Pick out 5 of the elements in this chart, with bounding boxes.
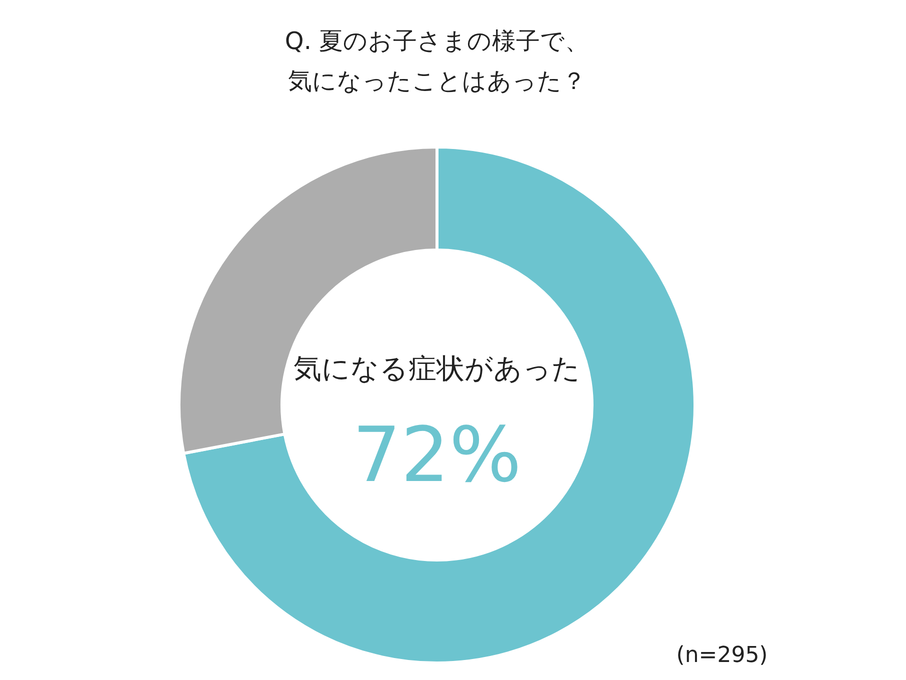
text: (n=295) (676, 643, 768, 668)
chart-title: Q. 夏のお子さまの様子で、 (284, 27, 590, 55)
data-label: 72% (352, 410, 522, 499)
chart-subtitle: 気になったことはあった？ (288, 67, 586, 95)
slice-label: 気になる症状があった (294, 352, 580, 385)
